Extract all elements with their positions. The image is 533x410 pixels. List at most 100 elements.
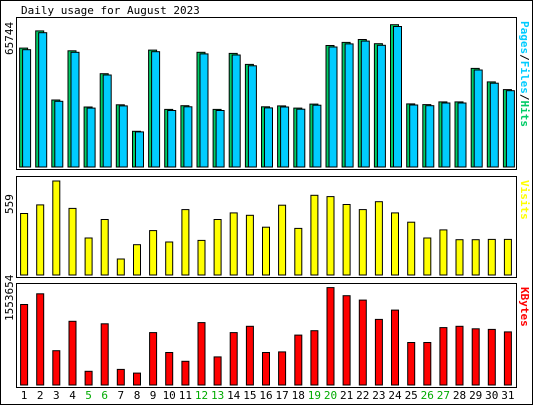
bar-visits-day-8 bbox=[133, 244, 141, 276]
bar-files-day-24 bbox=[393, 26, 402, 168]
bar-visits-day-3 bbox=[52, 180, 61, 276]
panel-usage-side-label: Pages/Files/Hits bbox=[518, 21, 531, 127]
bar-files-day-5 bbox=[86, 107, 96, 168]
x-tick-label-day-10: 10 bbox=[163, 389, 176, 402]
bar-visits-day-7 bbox=[116, 258, 125, 276]
x-tick-label-day-23: 23 bbox=[372, 389, 385, 402]
bar-files-day-2 bbox=[38, 32, 48, 168]
bar-visits-day-17 bbox=[278, 204, 287, 276]
x-tick-label-day-28: 28 bbox=[453, 389, 466, 402]
x-tick-label-day-15: 15 bbox=[243, 389, 256, 402]
bar-kbytes-day-19 bbox=[310, 330, 319, 386]
bar-kbytes-day-9 bbox=[149, 332, 158, 386]
bar-kbytes-day-25 bbox=[407, 342, 416, 386]
side-label-part: Files bbox=[518, 61, 531, 94]
panel-visits-frame bbox=[16, 176, 517, 278]
bar-visits-day-30 bbox=[487, 238, 496, 276]
side-label-part: KBytes bbox=[518, 287, 531, 327]
bar-visits-day-21 bbox=[342, 204, 351, 276]
bar-kbytes-day-15 bbox=[245, 325, 254, 386]
x-tick-label-day-22: 22 bbox=[356, 389, 369, 402]
x-tick-label-day-7: 7 bbox=[117, 389, 124, 402]
bar-visits-day-22 bbox=[358, 209, 367, 276]
panel-visits-side-label: Visits bbox=[518, 180, 531, 220]
x-tick-label-day-31: 31 bbox=[501, 389, 514, 402]
x-tick-label-day-13: 13 bbox=[211, 389, 224, 402]
bar-files-day-25 bbox=[409, 104, 419, 168]
bar-kbytes-day-23 bbox=[374, 318, 383, 386]
bar-files-day-10 bbox=[167, 110, 177, 168]
bar-visits-day-23 bbox=[374, 201, 383, 276]
bar-files-day-22 bbox=[360, 40, 370, 168]
bar-visits-day-14 bbox=[229, 212, 238, 276]
x-tick-label-day-24: 24 bbox=[388, 389, 402, 402]
x-tick-label-day-11: 11 bbox=[179, 389, 192, 402]
bar-files-day-21 bbox=[344, 43, 354, 168]
panel-visits: 559 Visits bbox=[3, 176, 531, 278]
bar-visits-day-18 bbox=[294, 227, 303, 276]
bar-kbytes-day-20 bbox=[326, 287, 335, 386]
x-tick-label-day-26: 26 bbox=[421, 389, 434, 402]
bar-files-day-8 bbox=[135, 131, 144, 168]
bar-files-day-28 bbox=[457, 102, 467, 168]
bar-visits-day-6 bbox=[100, 219, 109, 276]
bar-kbytes-day-29 bbox=[471, 328, 480, 386]
bar-visits-day-4 bbox=[68, 207, 77, 276]
bar-files-day-15 bbox=[247, 65, 257, 168]
panel-visits-ymax-label: 559 bbox=[3, 194, 16, 214]
bar-visits-day-5 bbox=[84, 237, 93, 276]
bar-files-day-1 bbox=[22, 49, 32, 168]
x-tick-label-day-29: 29 bbox=[469, 389, 482, 402]
bar-kbytes-day-12 bbox=[197, 322, 206, 386]
bar-files-day-30 bbox=[489, 82, 499, 168]
panel-kbytes-ymax-label: 1553654 bbox=[3, 274, 16, 321]
bar-kbytes-day-30 bbox=[487, 328, 496, 386]
bar-visits-day-28 bbox=[455, 239, 464, 276]
bar-kbytes-day-28 bbox=[455, 325, 464, 386]
x-tick-label-day-16: 16 bbox=[259, 389, 272, 402]
x-tick-label-day-1: 1 bbox=[21, 389, 28, 402]
x-tick-label-day-27: 27 bbox=[437, 389, 450, 402]
x-tick-label-day-18: 18 bbox=[292, 389, 305, 402]
x-axis-day-labels: 1 2 3 4 5 6 7 8 9 10 11 12 13 14 15 16 17 18 19 20 21 22 23 24 2… bbox=[21, 389, 515, 402]
bar-files-day-13 bbox=[215, 110, 225, 168]
bar-files-day-26 bbox=[425, 105, 435, 168]
bar-visits-day-11 bbox=[181, 209, 190, 276]
bar-kbytes-day-26 bbox=[423, 342, 432, 386]
bar-kbytes-day-16 bbox=[262, 352, 270, 386]
x-tick-label-day-2: 2 bbox=[37, 389, 44, 402]
bar-kbytes-day-2 bbox=[36, 293, 45, 386]
bar-files-day-23 bbox=[376, 44, 386, 168]
bar-kbytes-day-6 bbox=[100, 323, 109, 386]
x-tick-label-day-20: 20 bbox=[324, 389, 337, 402]
x-tick-label-day-6: 6 bbox=[101, 389, 108, 402]
bar-visits-day-2 bbox=[36, 204, 45, 276]
bar-kbytes-day-10 bbox=[165, 352, 174, 386]
panel-usage-ymax-label: 65744 bbox=[3, 22, 16, 55]
bar-visits-day-29 bbox=[471, 239, 480, 276]
bar-visits-day-15 bbox=[245, 214, 254, 276]
bar-files-day-29 bbox=[473, 69, 483, 168]
bar-kbytes-day-24 bbox=[391, 309, 399, 386]
x-tick-label-day-4: 4 bbox=[69, 389, 76, 402]
bar-files-day-4 bbox=[70, 51, 80, 168]
chart-panels: 65744 Pages/Files/Hits 559 Visits 1553654 KBy… bbox=[3, 17, 531, 388]
x-tick-label-day-3: 3 bbox=[53, 389, 60, 402]
bar-kbytes-day-8 bbox=[133, 372, 141, 386]
bar-kbytes-day-21 bbox=[342, 295, 351, 386]
x-tick-label-day-9: 9 bbox=[150, 389, 157, 402]
x-tick-label-day-8: 8 bbox=[134, 389, 141, 402]
x-tick-label-day-21: 21 bbox=[340, 389, 353, 402]
bar-kbytes-day-7 bbox=[116, 368, 125, 386]
bar-visits-day-12 bbox=[197, 239, 206, 276]
bar-visits-day-9 bbox=[149, 230, 158, 276]
bar-files-day-14 bbox=[231, 54, 241, 168]
panel-usage-frame bbox=[16, 17, 517, 170]
bar-kbytes-day-22 bbox=[358, 299, 367, 386]
x-tick-label-day-12: 12 bbox=[195, 389, 208, 402]
side-label-part: / bbox=[518, 94, 531, 101]
bar-visits-day-13 bbox=[213, 219, 222, 276]
panel-kbytes-frame bbox=[16, 283, 517, 388]
x-tick-label-day-5: 5 bbox=[85, 389, 92, 402]
